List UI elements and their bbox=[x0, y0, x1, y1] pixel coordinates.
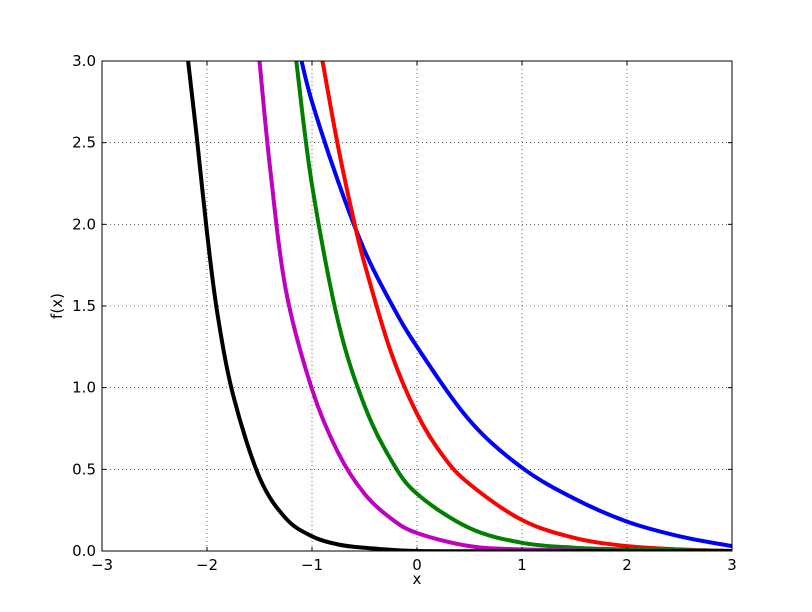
x-axis-label: x bbox=[413, 570, 422, 588]
y-axis-label: f(x) bbox=[48, 293, 66, 319]
x-tick-label: −3 bbox=[91, 556, 113, 574]
y-tick-label: 0.0 bbox=[72, 542, 96, 560]
series-line-2 bbox=[320, 61, 732, 551]
x-tick-label: 1 bbox=[517, 556, 527, 574]
series-line-3 bbox=[294, 61, 732, 551]
x-tick-label: 2 bbox=[622, 556, 632, 574]
x-tick-label: 0 bbox=[412, 556, 422, 574]
tick-marks bbox=[101, 60, 733, 552]
y-tick-label: 3.0 bbox=[72, 52, 96, 70]
y-tick-label: 1.5 bbox=[72, 297, 96, 315]
x-tick-labels: −3 −2 −1 0 1 2 3 bbox=[91, 556, 737, 574]
series-line-1 bbox=[299, 61, 732, 549]
y-tick-labels: 0.0 0.5 1.0 1.5 2.0 2.5 3.0 bbox=[72, 52, 96, 560]
series-group bbox=[186, 61, 732, 551]
y-tick-label: 1.0 bbox=[72, 379, 96, 397]
x-tick-label: 3 bbox=[727, 556, 737, 574]
series-line-5 bbox=[186, 61, 732, 551]
y-tick-label: 0.5 bbox=[72, 460, 96, 478]
y-tick-label: 2.5 bbox=[72, 134, 96, 152]
x-tick-label: −2 bbox=[196, 556, 218, 574]
x-tick-label: −1 bbox=[301, 556, 323, 574]
y-tick-label: 2.0 bbox=[72, 215, 96, 233]
